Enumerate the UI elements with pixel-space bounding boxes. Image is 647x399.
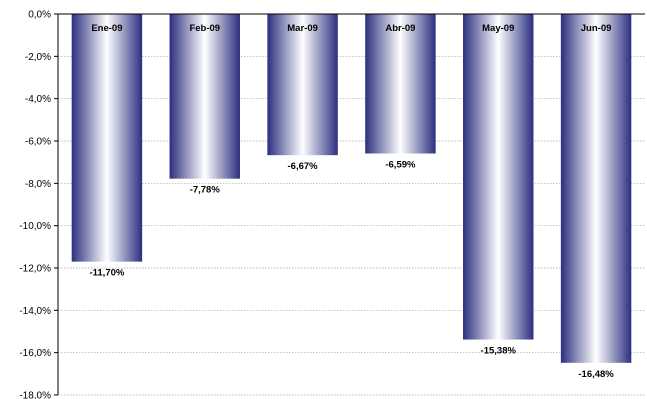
y-tick-label: -4,0%: [25, 94, 51, 105]
y-tick-label: -18,0%: [19, 391, 51, 399]
category-label: Abr-09: [385, 23, 415, 34]
bar-mar-09: [267, 14, 338, 156]
bar-ene-09: [71, 14, 143, 262]
gridlines: [58, 55, 645, 396]
category-label: Ene-09: [91, 23, 122, 34]
y-tick-label: 0,0%: [28, 10, 51, 21]
category-label: Feb-09: [189, 23, 220, 34]
bar-jun-09: [560, 14, 632, 363]
data-label: -15,38%: [481, 346, 517, 357]
bar-feb-09: [169, 14, 240, 179]
category-label: Jun-09: [581, 23, 612, 34]
axes: [54, 13, 645, 396]
category-label: Mar-09: [287, 23, 318, 34]
data-label: -6,59%: [385, 159, 416, 170]
data-label: -7,78%: [190, 185, 221, 196]
y-tick-label: -2,0%: [25, 52, 51, 63]
data-label: -16,48%: [578, 369, 614, 380]
y-tick-label: -14,0%: [19, 306, 51, 317]
y-tick-label: -6,0%: [25, 137, 51, 148]
bar-abr-09: [365, 14, 436, 154]
bar-may-09: [463, 14, 534, 340]
data-label: -11,70%: [89, 268, 124, 279]
y-tick-label: -8,0%: [25, 179, 51, 190]
bars: [71, 14, 632, 363]
labels: 0,0% -2,0% -4,0% -6,0% -8,0% -10,0% -12,0% -14,…: [19, 10, 614, 399]
y-tick-label: -10,0%: [19, 221, 51, 232]
y-tick-label: -12,0%: [19, 264, 51, 275]
category-label: May-09: [482, 23, 514, 34]
y-tick-label: -16,0%: [19, 348, 51, 359]
data-label: -6,67%: [288, 161, 319, 172]
